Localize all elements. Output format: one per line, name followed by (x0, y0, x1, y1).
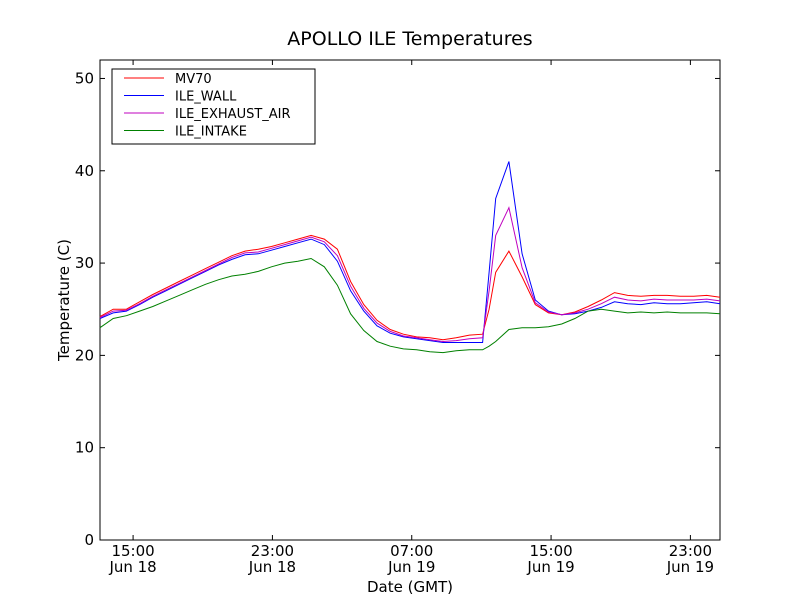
series-layer (99, 161, 721, 354)
legend-label: ILE_WALL (175, 90, 237, 105)
legend-label: MV70 (175, 72, 212, 87)
x-tick-time-label: 15:00 (111, 542, 154, 560)
legend-label: ILE_INTAKE (175, 125, 247, 140)
y-tick-label: 10 (75, 439, 94, 457)
y-tick-label: 40 (75, 162, 94, 180)
y-tick-label: 0 (84, 531, 94, 549)
x-tick-date-label: Jun 19 (666, 558, 714, 576)
x-tick-time-label: 23:00 (669, 542, 712, 560)
x-tick-date-label: Jun 18 (248, 558, 296, 576)
y-axis-label: Temperature (C) (55, 239, 73, 362)
x-tick-date-label: Jun 19 (526, 558, 574, 576)
x-tick-time-label: 23:00 (251, 542, 294, 560)
chart-title: APOLLO ILE Temperatures (287, 28, 532, 50)
y-tick-label: 30 (75, 254, 94, 272)
x-tick-time-label: 07:00 (390, 542, 433, 560)
y-tick-label: 20 (75, 346, 94, 364)
legend-frame (111, 68, 316, 145)
y-tick-label: 50 (75, 69, 94, 87)
x-tick-time-label: 15:00 (529, 542, 572, 560)
x-tick-date-label: Jun 19 (387, 558, 435, 576)
legend: MV70 ILE_WALL ILE_EXHAUST_AIR ILE_INTAKE (111, 68, 316, 145)
x-axis-label: Date (GMT) (367, 578, 453, 596)
x-tick-date-label: Jun 18 (108, 558, 156, 576)
legend-label: ILE_EXHAUST_AIR (175, 107, 291, 122)
